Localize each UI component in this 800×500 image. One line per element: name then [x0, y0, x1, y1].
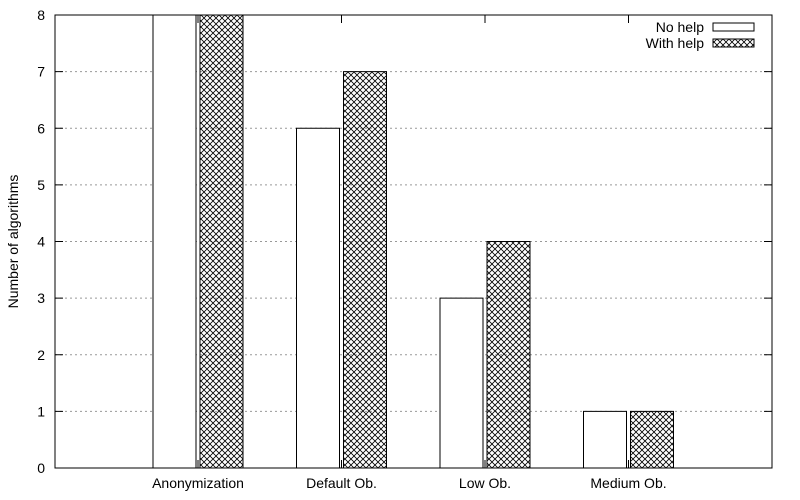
y-tick-label: 4	[37, 234, 45, 250]
y-tick-label: 3	[37, 290, 45, 306]
bar-no-help	[152, 14, 197, 469]
bars	[152, 14, 674, 469]
x-tick-label: Medium Ob.	[590, 475, 666, 491]
y-tick-label: 7	[37, 64, 45, 80]
y-tick-label: 2	[37, 347, 45, 363]
bar-with-help	[486, 241, 531, 469]
bar-no-help	[439, 297, 484, 469]
legend-label: No help	[656, 19, 704, 35]
legend-swatch	[712, 22, 755, 32]
bar-no-help	[296, 127, 340, 469]
y-tick-label: 1	[37, 403, 45, 419]
x-tick-label: Anonymization	[152, 475, 244, 491]
x-tick-label: Default Ob.	[306, 475, 377, 491]
axis-ticks: 0 1 2 3 4 5 6 7 8 Anonymization Default Ob. Low Ob.…	[37, 7, 772, 491]
legend-swatch	[712, 38, 755, 48]
y-tick-label: 5	[37, 177, 45, 193]
bar-with-help	[343, 71, 387, 469]
legend-label: With help	[646, 35, 705, 51]
y-axis-title: Number of algorithms	[5, 175, 21, 309]
y-tick-label: 6	[37, 120, 45, 136]
y-tick-label: 8	[37, 7, 45, 23]
y-tick-label: 0	[37, 460, 45, 476]
bar-no-help	[583, 410, 627, 469]
bar-with-help	[630, 410, 674, 469]
x-tick-label: Low Ob.	[459, 475, 511, 491]
bar-with-help	[199, 14, 244, 469]
